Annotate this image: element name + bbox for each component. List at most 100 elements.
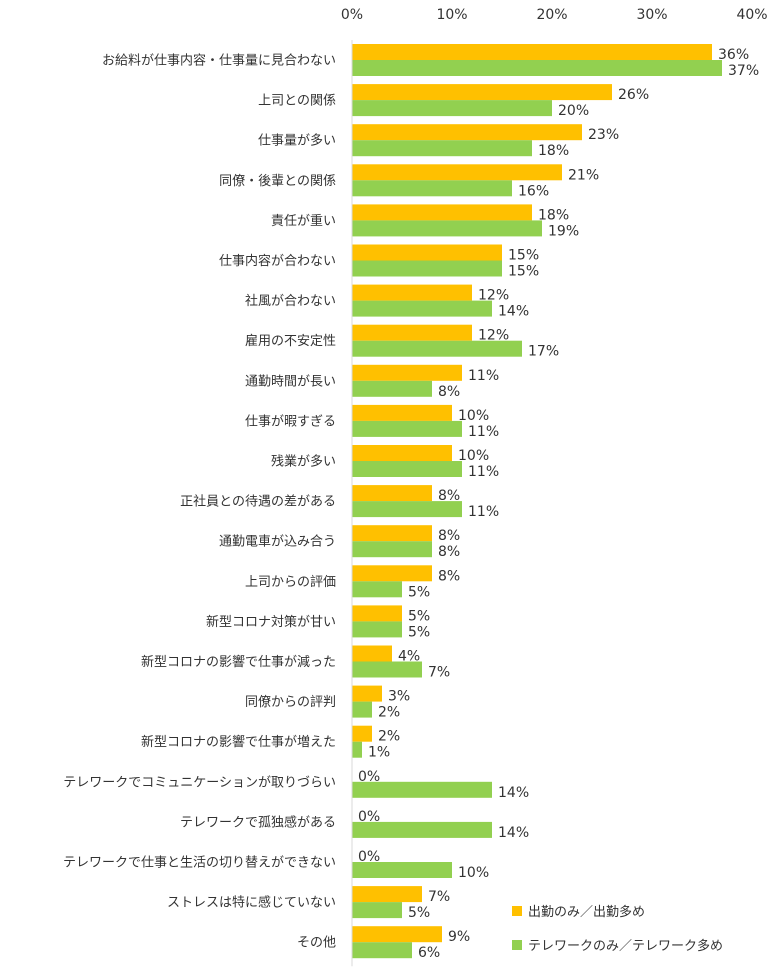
category-label: 同僚からの評判 xyxy=(245,695,336,710)
value-label-telework: 1% xyxy=(368,745,390,761)
category-label: テレワークでコミュニケーションが取りづらい xyxy=(63,775,336,790)
category-label: テレワークで孤独感がある xyxy=(180,814,336,830)
category-label: 仕事が暇すぎる xyxy=(245,414,336,429)
legend-label: テレワークのみ／テレワーク多め xyxy=(528,938,723,954)
value-label-office: 4% xyxy=(398,649,420,665)
bar-office xyxy=(352,725,372,742)
bar-telework xyxy=(352,902,402,919)
value-label-telework: 20% xyxy=(558,103,589,119)
category-label: 上司との関係 xyxy=(258,94,336,109)
x-tick-label: 10% xyxy=(436,7,467,23)
value-label-office: 9% xyxy=(448,929,470,945)
value-label-office: 12% xyxy=(478,328,509,344)
value-label-office: 23% xyxy=(588,127,619,143)
value-label-office: 15% xyxy=(508,248,539,264)
category-labels: お給料が仕事内容・仕事量に見合わない上司との関係仕事量が多い同僚・後輩との関係責… xyxy=(63,53,336,951)
value-label-office: 2% xyxy=(378,729,400,745)
bar-telework xyxy=(352,501,462,518)
bar-telework xyxy=(352,340,522,357)
category-label: 新型コロナの影響で仕事が減った xyxy=(141,654,336,670)
bar-office xyxy=(352,485,432,502)
value-label-telework: 18% xyxy=(538,143,569,159)
bar-telework xyxy=(352,781,492,798)
value-label-office: 36% xyxy=(718,47,749,63)
value-label-telework: 5% xyxy=(408,624,430,640)
x-tick-label: 30% xyxy=(636,7,667,23)
value-label-office: 10% xyxy=(458,448,489,464)
value-label-office: 18% xyxy=(538,207,569,223)
value-label-telework: 14% xyxy=(498,785,529,801)
category-label: 社風が合わない xyxy=(245,293,336,309)
value-label-telework: 8% xyxy=(438,384,460,400)
category-label: 責任が重い xyxy=(271,213,336,229)
bar-telework xyxy=(352,180,512,197)
value-label-office: 10% xyxy=(458,408,489,424)
value-label-office: 0% xyxy=(358,849,380,865)
legend-label: 出勤のみ／出勤多め xyxy=(528,904,645,920)
bar-office xyxy=(352,565,432,582)
bar-office xyxy=(352,645,392,662)
value-label-telework: 37% xyxy=(728,63,759,79)
value-label-office: 8% xyxy=(438,488,460,504)
value-label-telework: 14% xyxy=(498,825,529,841)
value-label-office: 26% xyxy=(618,87,649,103)
bar-office xyxy=(352,324,472,341)
bar-office xyxy=(352,204,532,221)
bar-telework xyxy=(352,581,402,598)
bar-office xyxy=(352,685,382,702)
bar-telework xyxy=(352,380,432,397)
value-label-office: 12% xyxy=(478,288,509,304)
value-label-office: 0% xyxy=(358,769,380,785)
x-tick-label: 40% xyxy=(736,7,767,23)
category-label: 同僚・後輩との関係 xyxy=(219,174,336,189)
value-label-office: 0% xyxy=(358,809,380,825)
bar-office xyxy=(352,404,452,421)
bar-telework xyxy=(352,741,362,758)
bar-office xyxy=(352,445,452,461)
value-label-office: 3% xyxy=(388,689,410,705)
bar-telework xyxy=(352,260,502,277)
value-label-office: 5% xyxy=(408,608,430,624)
bars xyxy=(352,44,722,959)
value-label-telework: 6% xyxy=(418,945,440,961)
category-label: その他 xyxy=(297,936,336,951)
x-tick-label: 20% xyxy=(536,7,567,23)
category-label: 新型コロナの影響で仕事が増えた xyxy=(141,734,336,750)
bar-telework xyxy=(352,140,532,157)
value-label-telework: 7% xyxy=(428,665,450,681)
legend-swatch xyxy=(512,940,522,950)
category-label: 通勤電車が込み合う xyxy=(219,535,336,550)
value-label-office: 21% xyxy=(568,167,599,183)
bar-office xyxy=(352,164,562,181)
value-label-telework: 5% xyxy=(408,584,430,600)
category-label: 仕事内容が合わない xyxy=(219,253,336,269)
value-label-telework: 16% xyxy=(518,183,549,199)
category-label: 正社員との待遇の差がある xyxy=(180,494,336,510)
bar-telework xyxy=(352,300,492,317)
bar-telework xyxy=(352,821,492,838)
bar-office xyxy=(352,44,712,60)
category-label: 残業が多い xyxy=(271,454,336,470)
value-label-telework: 11% xyxy=(468,504,499,520)
value-labels: 36%37%26%20%23%18%21%16%18%19%15%15%12%1… xyxy=(358,47,759,961)
category-label: 新型コロナ対策が甘い xyxy=(206,614,336,630)
category-label: 上司からの評価 xyxy=(245,575,336,590)
bar-office xyxy=(352,364,462,381)
bar-telework xyxy=(352,942,412,959)
category-label: テレワークで仕事と生活の切り替えができない xyxy=(63,856,336,871)
category-label: 通勤時間が長い xyxy=(245,374,336,389)
legend-swatch xyxy=(512,906,522,916)
value-label-office: 8% xyxy=(438,528,460,544)
bar-office xyxy=(352,244,502,261)
bar-telework xyxy=(352,100,552,117)
value-label-telework: 19% xyxy=(548,223,579,239)
category-label: 雇用の不安定性 xyxy=(245,333,336,349)
bar-office xyxy=(352,926,442,943)
bar-telework xyxy=(352,60,722,76)
value-label-telework: 10% xyxy=(458,865,489,881)
x-axis-ticks: 0% 10% 20% 30% 40% xyxy=(341,7,768,23)
category-label: ストレスは特に感じていない xyxy=(167,895,336,911)
value-label-office: 8% xyxy=(438,568,460,584)
bar-office xyxy=(352,284,472,301)
